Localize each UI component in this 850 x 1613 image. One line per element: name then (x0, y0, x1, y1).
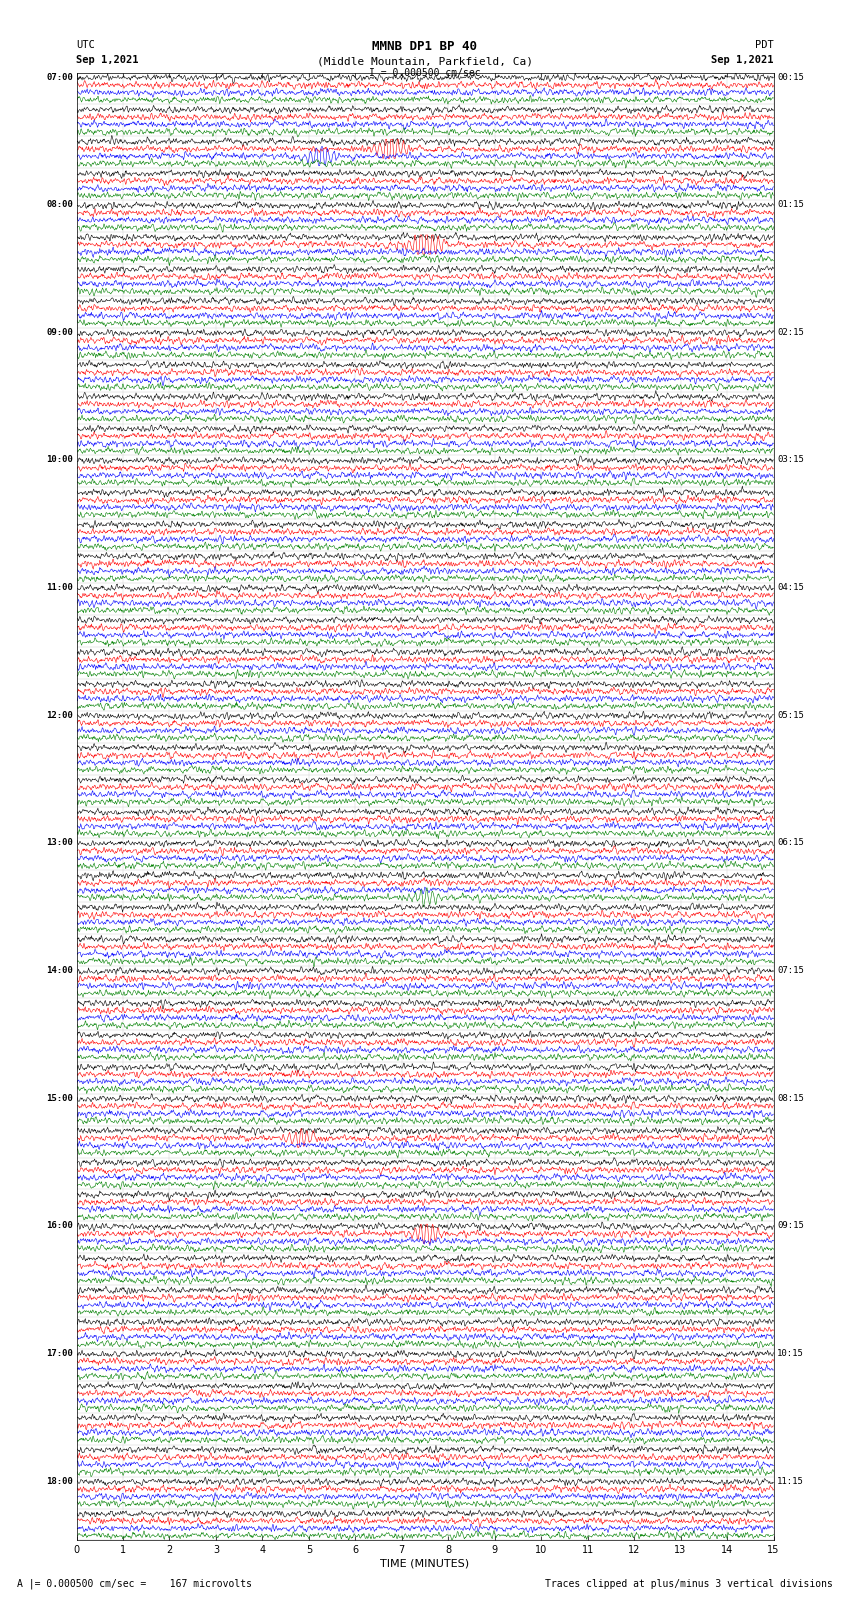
Text: 04:15: 04:15 (777, 584, 804, 592)
Text: 01:15: 01:15 (777, 200, 804, 210)
Text: UTC: UTC (76, 40, 95, 50)
Text: 08:15: 08:15 (777, 1094, 804, 1103)
Text: 02:15: 02:15 (777, 327, 804, 337)
Text: 10:00: 10:00 (46, 455, 73, 465)
Text: 08:00: 08:00 (46, 200, 73, 210)
Text: 18:00: 18:00 (46, 1476, 73, 1486)
Text: 07:00: 07:00 (46, 73, 73, 82)
Text: 14:00: 14:00 (46, 966, 73, 974)
Text: 05:15: 05:15 (777, 711, 804, 719)
Text: 11:00: 11:00 (46, 584, 73, 592)
Text: 13:00: 13:00 (46, 839, 73, 847)
Text: 12:00: 12:00 (46, 711, 73, 719)
Text: 10:15: 10:15 (777, 1348, 804, 1358)
Text: Sep 1,2021: Sep 1,2021 (711, 55, 774, 65)
Text: 17:00: 17:00 (46, 1348, 73, 1358)
Text: 00:15: 00:15 (777, 73, 804, 82)
Text: 09:00: 09:00 (46, 327, 73, 337)
Text: 09:15: 09:15 (777, 1221, 804, 1231)
Text: A |= 0.000500 cm/sec =    167 microvolts: A |= 0.000500 cm/sec = 167 microvolts (17, 1578, 252, 1589)
Text: 15:00: 15:00 (46, 1094, 73, 1103)
Text: PDT: PDT (755, 40, 774, 50)
Text: Traces clipped at plus/minus 3 vertical divisions: Traces clipped at plus/minus 3 vertical … (545, 1579, 833, 1589)
Text: 03:15: 03:15 (777, 455, 804, 465)
Text: 16:00: 16:00 (46, 1221, 73, 1231)
Text: 11:15: 11:15 (777, 1476, 804, 1486)
Text: Sep 1,2021: Sep 1,2021 (76, 55, 139, 65)
X-axis label: TIME (MINUTES): TIME (MINUTES) (381, 1558, 469, 1568)
Text: 06:15: 06:15 (777, 839, 804, 847)
Text: MMNB DP1 BP 40: MMNB DP1 BP 40 (372, 40, 478, 53)
Text: I = 0.000500 cm/sec: I = 0.000500 cm/sec (369, 68, 481, 77)
Text: (Middle Mountain, Parkfield, Ca): (Middle Mountain, Parkfield, Ca) (317, 56, 533, 66)
Text: 07:15: 07:15 (777, 966, 804, 974)
